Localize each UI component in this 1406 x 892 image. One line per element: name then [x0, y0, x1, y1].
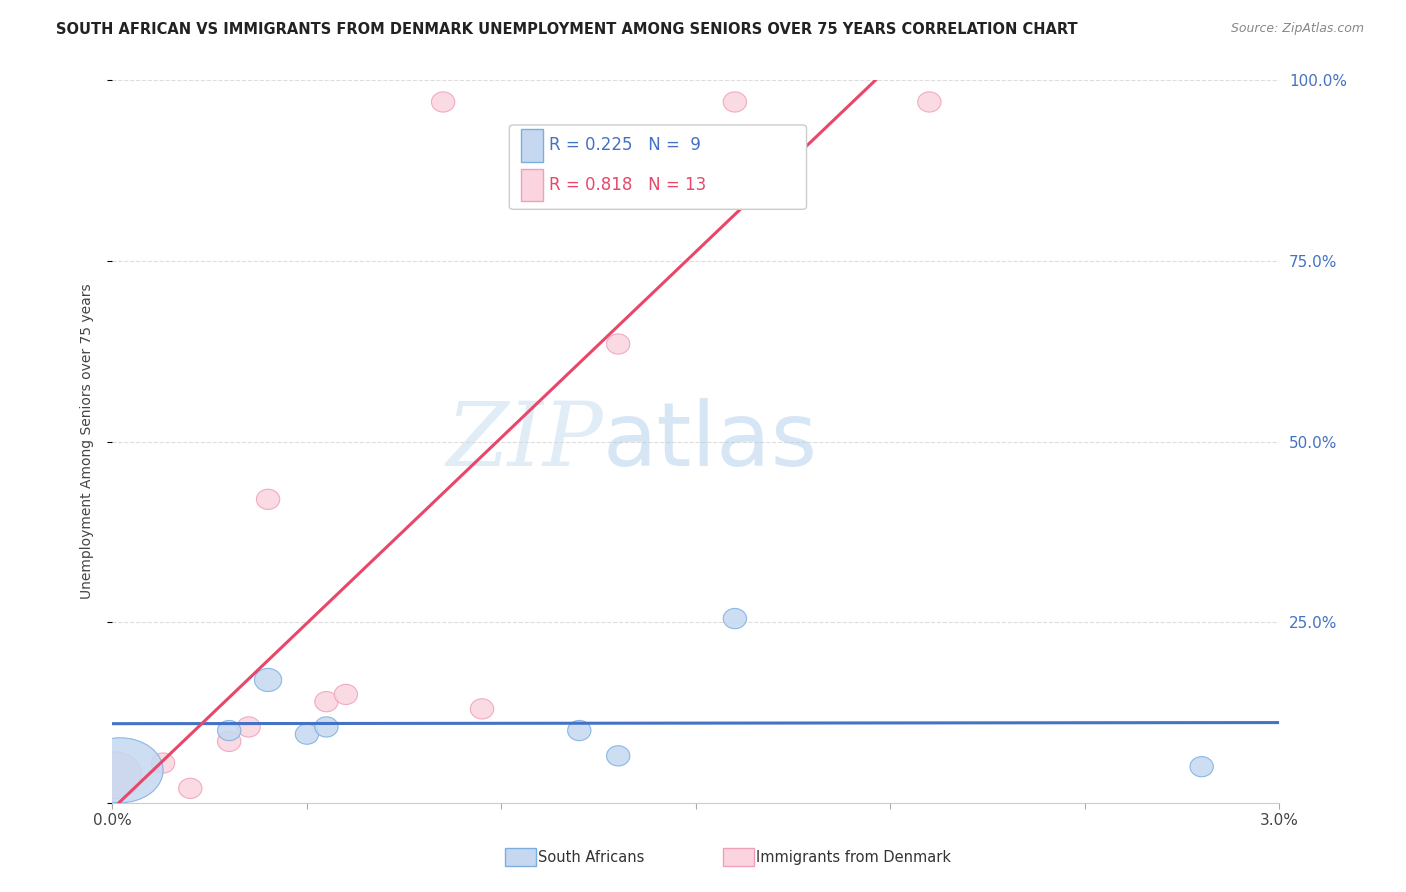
- Ellipse shape: [152, 753, 174, 773]
- Ellipse shape: [238, 717, 260, 737]
- Text: ZIP: ZIP: [446, 398, 603, 485]
- Ellipse shape: [723, 608, 747, 629]
- Ellipse shape: [1189, 756, 1213, 777]
- Ellipse shape: [606, 746, 630, 766]
- Ellipse shape: [179, 778, 202, 798]
- Ellipse shape: [315, 691, 337, 712]
- Text: atlas: atlas: [603, 398, 818, 485]
- Ellipse shape: [432, 92, 454, 112]
- Ellipse shape: [568, 721, 591, 740]
- Text: R = 0.225   N =  9: R = 0.225 N = 9: [550, 136, 702, 154]
- Ellipse shape: [335, 684, 357, 705]
- Y-axis label: Unemployment Among Seniors over 75 years: Unemployment Among Seniors over 75 years: [80, 284, 94, 599]
- Ellipse shape: [218, 721, 240, 740]
- Text: South Africans: South Africans: [538, 850, 645, 864]
- Ellipse shape: [87, 752, 142, 799]
- Ellipse shape: [471, 698, 494, 719]
- Ellipse shape: [218, 731, 240, 751]
- Ellipse shape: [723, 92, 747, 112]
- Ellipse shape: [606, 334, 630, 354]
- Ellipse shape: [256, 489, 280, 509]
- Ellipse shape: [254, 668, 281, 691]
- Ellipse shape: [77, 738, 163, 803]
- Ellipse shape: [295, 724, 319, 744]
- Ellipse shape: [315, 717, 337, 737]
- Ellipse shape: [918, 92, 941, 112]
- Text: Source: ZipAtlas.com: Source: ZipAtlas.com: [1230, 22, 1364, 36]
- Text: SOUTH AFRICAN VS IMMIGRANTS FROM DENMARK UNEMPLOYMENT AMONG SENIORS OVER 75 YEAR: SOUTH AFRICAN VS IMMIGRANTS FROM DENMARK…: [56, 22, 1078, 37]
- Text: Immigrants from Denmark: Immigrants from Denmark: [756, 850, 952, 864]
- Text: R = 0.818   N = 13: R = 0.818 N = 13: [550, 176, 707, 194]
